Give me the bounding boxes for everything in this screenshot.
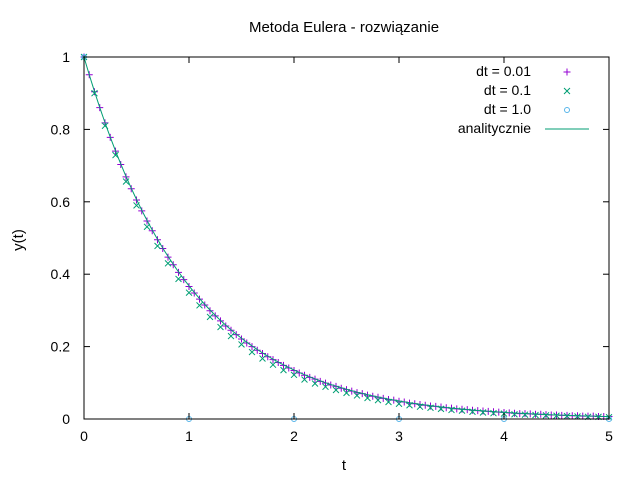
- data-point: [175, 275, 182, 283]
- data-point: [238, 341, 245, 348]
- legend-label: dt = 0.01: [476, 63, 531, 79]
- y-tick-label: 0.6: [51, 194, 71, 210]
- analytic-curve: [83, 56, 610, 418]
- x-tick-label: 5: [605, 428, 613, 444]
- data-point: [259, 355, 266, 362]
- data-point: [542, 412, 550, 419]
- x-tick-label: 0: [80, 428, 88, 444]
- data-point: [253, 346, 261, 354]
- x-tick-label: 4: [500, 428, 508, 444]
- data-point: [264, 353, 272, 361]
- x-tick-label: 3: [395, 428, 403, 444]
- y-tick-label: 0: [62, 411, 70, 427]
- data-point: [243, 339, 251, 347]
- series-line: [83, 56, 610, 418]
- legend-sample-marker: [563, 87, 571, 95]
- legend-sample-marker: [564, 107, 570, 113]
- series-plus: [80, 53, 613, 420]
- series-cross: [80, 53, 613, 421]
- series-layer: [80, 53, 613, 422]
- data-point: [563, 412, 571, 420]
- data-point: [311, 380, 319, 387]
- data-point: [511, 410, 518, 418]
- data-point: [385, 398, 392, 406]
- data-point: [574, 413, 581, 420]
- y-tick-label: 0.4: [51, 266, 71, 282]
- data-point: [154, 242, 161, 250]
- data-point: [280, 366, 287, 374]
- data-point: [222, 322, 230, 330]
- y-tick-label: 0.8: [51, 121, 71, 137]
- legend-label: dt = 0.1: [484, 82, 531, 98]
- data-point: [227, 332, 235, 340]
- data-point: [553, 412, 560, 420]
- chart-title: Metoda Eulera - rozwiązanie: [249, 19, 439, 36]
- data-point: [238, 335, 245, 343]
- legend-sample-marker: [563, 68, 571, 76]
- data-point: [248, 348, 256, 356]
- data-point: [353, 392, 361, 399]
- data-point: [269, 361, 277, 369]
- plot-border: [83, 56, 610, 420]
- data-point: [532, 411, 539, 419]
- data-point: [290, 371, 298, 379]
- y-axis-label: y(t): [10, 229, 27, 251]
- legend-label: analitycznie: [458, 120, 531, 136]
- x-tick-label: 2: [290, 428, 298, 444]
- ticks-layer: 0 1 2 3 4 5 0 0.2 0.4 0.6 0.8 1: [51, 49, 614, 444]
- data-point: [91, 89, 98, 97]
- data-point: [164, 260, 172, 267]
- y-tick-label: 1: [62, 49, 70, 65]
- data-point: [248, 343, 256, 351]
- data-point: [185, 289, 193, 296]
- data-point: [343, 389, 350, 397]
- data-point: [280, 361, 287, 369]
- y-tick-label: 0.2: [51, 339, 71, 355]
- data-point: [122, 178, 130, 185]
- data-point: [301, 376, 308, 383]
- data-point: [206, 307, 214, 315]
- legend-label: dt = 1.0: [484, 101, 531, 117]
- data-point: [217, 323, 224, 331]
- data-point: [196, 302, 203, 309]
- legend: dt = 0.01 dt = 0.1 dt = 1.0 analitycznie: [458, 63, 589, 136]
- data-point: [364, 394, 371, 402]
- x-tick-label: 1: [185, 428, 193, 444]
- data-point: [206, 313, 214, 321]
- data-point: [374, 396, 382, 404]
- x-axis-label: t: [342, 457, 347, 474]
- series-circle: [81, 54, 612, 422]
- data-point: [521, 411, 529, 418]
- data-point: [332, 386, 340, 394]
- data-point: [322, 383, 329, 391]
- data-point: [259, 349, 266, 357]
